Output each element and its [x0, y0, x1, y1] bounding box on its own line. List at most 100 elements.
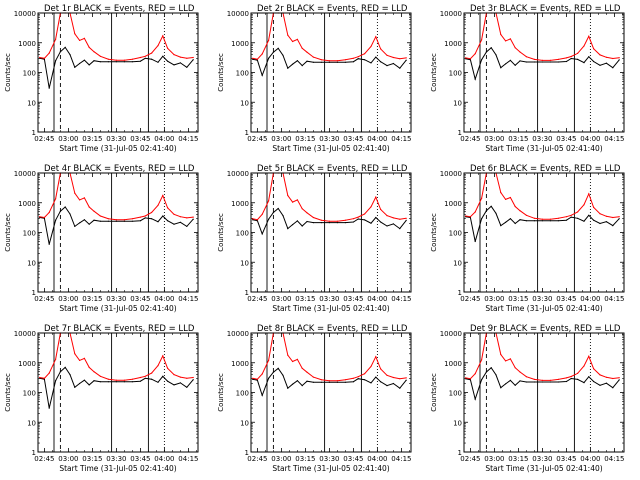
plot-frame: [250, 172, 412, 293]
panel-title: Det 8r BLACK = Events, RED = LLD: [257, 324, 408, 334]
panel-det-4: Det 4r BLACK = Events, RED = LLD Counts/s…: [4, 164, 199, 313]
x-tick-label: 03:30: [319, 455, 339, 463]
series-lld-point: [593, 368, 595, 370]
series-lld-point: [399, 58, 401, 60]
series-lld-point: [500, 353, 502, 356]
series-events-point: [131, 61, 133, 63]
series-lld-point: [292, 40, 294, 43]
y-tick-label: 100: [23, 390, 36, 398]
series-events-point: [392, 62, 394, 65]
series-events-point: [131, 220, 133, 222]
series-events-point: [612, 387, 614, 389]
x-tick-label: 04:00: [154, 295, 174, 303]
series-events-point: [186, 66, 188, 68]
series-lld-point: [157, 45, 159, 47]
series-events-point: [364, 59, 366, 61]
x-tick-label: 04:00: [367, 295, 387, 303]
panel-title: Det 2r BLACK = Events, RED = LLD: [257, 4, 408, 14]
y-tick-label: 1000: [444, 40, 462, 48]
series-events-point: [115, 381, 117, 383]
series-lld-point: [173, 213, 175, 215]
series-lld-point: [565, 57, 568, 59]
series-lld-point: [336, 220, 338, 222]
series-events-point: [565, 219, 568, 221]
series-events-point: [505, 383, 507, 385]
series-lld-point: [151, 372, 153, 374]
series-events-point: [485, 51, 487, 53]
series-lld-point: [144, 215, 146, 217]
series-lld-point: [577, 211, 579, 213]
x-tick-label: 03:30: [319, 295, 339, 303]
series-events-point: [74, 66, 76, 68]
series-events-point: [268, 218, 270, 220]
series-lld-point: [144, 55, 146, 57]
series-lld-point: [256, 58, 258, 60]
series-events-point: [380, 381, 382, 383]
plot-frame: [37, 12, 199, 133]
series-events-point: [469, 379, 471, 381]
series-events-point: [186, 225, 188, 227]
y-tick-label: 100: [449, 70, 462, 78]
series-lld-point: [605, 56, 608, 58]
series-events-point: [162, 55, 164, 57]
series-events-point: [519, 219, 521, 221]
series-lld-point: [370, 365, 372, 368]
series-lld-point: [88, 46, 90, 49]
series-lld-point: [344, 59, 346, 61]
series-events-point: [157, 381, 159, 383]
series-lld-point: [79, 39, 81, 42]
series-lld-point: [39, 216, 41, 218]
y-tick-label: 1: [32, 289, 36, 297]
series-events-point: [570, 377, 572, 380]
x-tick-label: 03:00: [58, 135, 78, 143]
series-lld-point: [179, 56, 181, 58]
series-lld-point: [173, 54, 175, 56]
series-lld-line: [465, 173, 620, 220]
y-axis-label: Counts/sec: [4, 213, 12, 252]
series-events-point: [533, 61, 536, 63]
series-events-point: [485, 371, 487, 373]
series-lld-point: [465, 377, 467, 379]
series-events-point: [392, 223, 394, 225]
series-events-point: [605, 62, 608, 64]
series-events-point: [344, 61, 346, 63]
series-events-point: [612, 67, 614, 69]
series-lld-point: [525, 214, 528, 216]
series-events-point: [320, 222, 322, 224]
series-events-point: [599, 384, 601, 386]
series-events-line: [39, 206, 194, 245]
series-lld-point: [256, 378, 258, 380]
series-events-point: [292, 224, 294, 226]
x-tick-label: 03:00: [271, 455, 291, 463]
series-lld-point: [399, 378, 401, 380]
x-tick-label: 04:00: [154, 135, 174, 143]
x-tick-label: 02:45: [34, 295, 54, 303]
series-lld-point: [115, 379, 117, 381]
series-events-point: [583, 62, 585, 64]
x-tick-label: 04:00: [154, 455, 174, 463]
series-lld-point: [344, 219, 346, 221]
series-events-point: [256, 220, 258, 222]
y-axis-label: Counts/sec: [217, 213, 225, 252]
plot-frame: [37, 172, 199, 293]
y-tick-label: 10: [240, 259, 249, 267]
x-tick-label: 02:45: [247, 295, 267, 303]
series-events-point: [301, 65, 303, 67]
series-lld-point: [88, 366, 90, 368]
series-events-point: [514, 222, 516, 225]
x-tick-label: 03:15: [295, 455, 315, 463]
series-events-point: [328, 61, 330, 63]
x-tick-label: 04:15: [391, 135, 411, 143]
series-lld-point: [306, 212, 308, 214]
y-tick-label: 1: [458, 129, 462, 137]
x-tick-label: 03:45: [130, 295, 150, 303]
y-tick-label: 10: [27, 419, 36, 427]
x-tick-label: 03:30: [319, 135, 339, 143]
series-events-point: [287, 228, 289, 230]
series-lld-point: [500, 33, 502, 36]
series-lld-point: [352, 218, 354, 220]
series-events-point: [93, 380, 95, 382]
y-tick-label: 100: [23, 70, 36, 78]
x-tick-label: 04:15: [604, 455, 624, 463]
x-tick-label: 02:45: [460, 455, 480, 463]
